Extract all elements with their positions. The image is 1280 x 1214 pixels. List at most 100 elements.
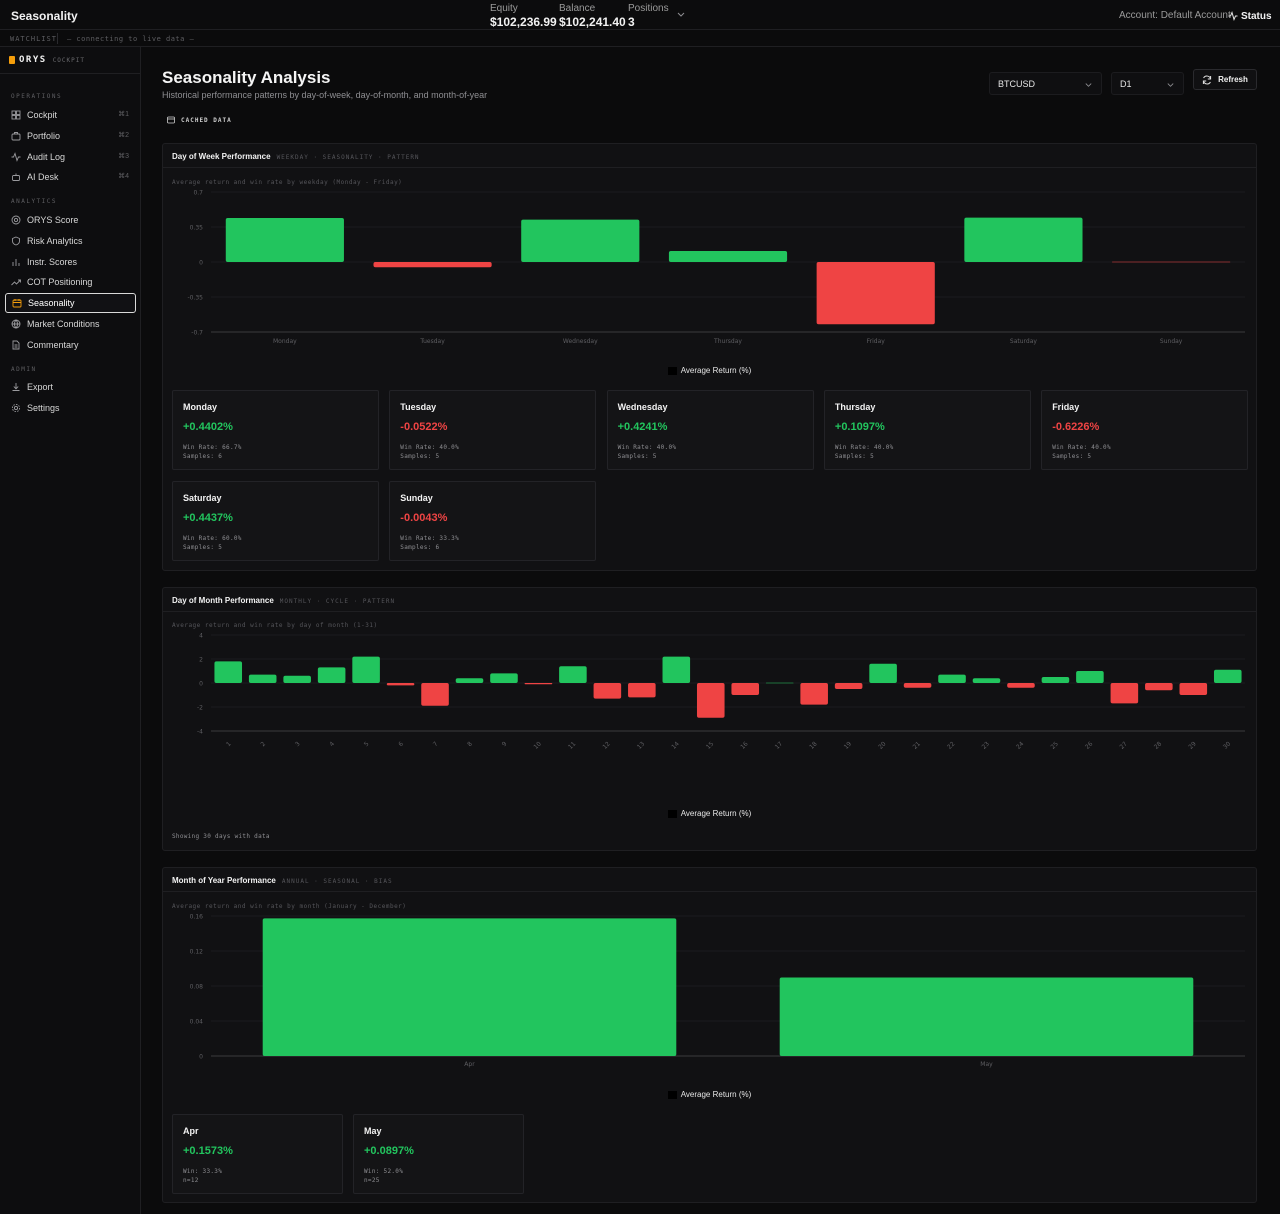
bar-19[interactable] <box>834 683 863 689</box>
card-sample-count: Samples: 5 <box>617 453 657 460</box>
x-tick-label: 11 <box>567 740 577 750</box>
x-tick-label: 8 <box>466 740 474 748</box>
x-tick-label: 20 <box>877 740 887 750</box>
x-tick-label: 9 <box>501 740 509 748</box>
bar-saturday[interactable] <box>964 217 1083 262</box>
bar-sunday[interactable] <box>1112 261 1231 263</box>
bar-15[interactable] <box>696 683 725 718</box>
bar-5[interactable] <box>352 656 380 683</box>
bar-16[interactable] <box>731 683 760 695</box>
dow-panel: Day of Week Performance WEEKDAY · SEASONA… <box>162 143 1257 571</box>
bar-8[interactable] <box>455 678 484 683</box>
sidebar-item-label: Settings <box>27 402 60 413</box>
x-tick-label: 6 <box>397 740 405 748</box>
sidebar-item-orys-score[interactable]: ORYS Score <box>5 210 136 230</box>
watchlist-divider <box>57 33 58 44</box>
bar-22[interactable] <box>938 674 966 683</box>
sidebar-item-cockpit[interactable]: Cockpit ⌘1 <box>5 105 136 125</box>
chevron-down-icon[interactable] <box>676 9 686 19</box>
bar-11[interactable] <box>559 666 587 683</box>
sidebar-item-audit-log[interactable]: Audit Log ⌘3 <box>5 147 136 167</box>
dom-panel-header: Day of Month Performance MONTHLY · CYCLE … <box>163 588 1256 612</box>
shield-icon <box>11 236 21 246</box>
bar-25[interactable] <box>1041 677 1070 683</box>
brand-divider <box>0 73 141 74</box>
x-tick-label: Friday <box>867 338 886 345</box>
bar-10[interactable] <box>524 683 553 685</box>
bar-12[interactable] <box>593 683 622 699</box>
bar-21[interactable] <box>903 683 932 688</box>
x-tick-label: 14 <box>670 740 680 750</box>
refresh-icon <box>1202 75 1212 84</box>
refresh-button[interactable]: Refresh <box>1193 69 1257 90</box>
status-button[interactable]: Status <box>1228 8 1272 24</box>
bar-29[interactable] <box>1179 683 1208 695</box>
database-icon <box>167 116 175 124</box>
x-tick-label: Tuesday <box>419 338 445 345</box>
bar-2[interactable] <box>248 674 277 683</box>
bar-30[interactable] <box>1213 669 1242 683</box>
timeframe-select[interactable]: D1 <box>1111 72 1184 95</box>
sidebar-item-settings[interactable]: Settings <box>5 398 136 418</box>
bar-28[interactable] <box>1145 683 1173 691</box>
card-return-value: -0.6226% <box>1052 421 1100 433</box>
bar-7[interactable] <box>421 683 449 706</box>
card-win-rate: Win Rate: 60.0% <box>183 535 242 542</box>
bar-1[interactable] <box>214 661 243 683</box>
bar-13[interactable] <box>628 683 656 698</box>
account-indicator[interactable]: Account: Default Account <box>1119 10 1231 21</box>
bar-apr[interactable] <box>262 918 677 1056</box>
sidebar-item-seasonality[interactable]: Seasonality <box>5 293 136 314</box>
x-tick-label: 15 <box>705 740 715 750</box>
sidebar-item-cot-positioning[interactable]: COT Positioning <box>5 272 136 292</box>
card-name: May <box>364 1126 382 1136</box>
sidebar-item-market-conditions[interactable]: Market Conditions <box>5 314 136 334</box>
balance-label: Balance <box>559 3 596 14</box>
bar-tuesday[interactable] <box>373 262 492 268</box>
bar-24[interactable] <box>1007 683 1035 688</box>
bar-9[interactable] <box>490 673 518 683</box>
sidebar-item-portfolio[interactable]: Portfolio ⌘2 <box>5 126 136 146</box>
moy-panel-header: Month of Year Performance ANNUAL · SEASON… <box>163 868 1256 892</box>
bar-thursday[interactable] <box>668 251 788 262</box>
sidebar-item-risk-analytics[interactable]: Risk Analytics <box>5 231 136 251</box>
sidebar-item-instr-scores[interactable]: Instr. Scores <box>5 252 136 272</box>
sidebar-item-commentary[interactable]: Commentary <box>5 335 136 355</box>
page-title: Seasonality Analysis <box>162 68 331 87</box>
x-tick-label: 27 <box>1118 740 1128 750</box>
bar-may[interactable] <box>779 977 1194 1056</box>
sidebar-item-ai-desk[interactable]: AI Desk ⌘4 <box>5 167 136 187</box>
bar-4[interactable] <box>317 667 346 683</box>
shortcut-hint: ⌘2 <box>118 131 129 139</box>
activity-icon <box>1228 11 1238 21</box>
bar-23[interactable] <box>972 678 1001 683</box>
bar-18[interactable] <box>800 683 828 705</box>
y-tick-label: 0 <box>199 681 203 688</box>
briefcase-icon <box>11 131 21 141</box>
bar-27[interactable] <box>1110 683 1139 704</box>
bar-wednesday[interactable] <box>521 219 640 262</box>
bar-chart-icon <box>11 257 21 267</box>
y-tick-label: 0.16 <box>190 914 204 921</box>
positions-metric[interactable]: Positions 3 <box>628 3 669 29</box>
bar-17[interactable] <box>765 682 794 684</box>
bar-20[interactable] <box>869 663 897 683</box>
bar-monday[interactable] <box>225 217 344 262</box>
bar-6[interactable] <box>386 683 415 686</box>
card-win-rate: Win Rate: 40.0% <box>617 444 677 451</box>
timeframe-value: D1 <box>1120 78 1132 89</box>
sidebar-item-label: AI Desk <box>27 172 59 183</box>
bar-14[interactable] <box>662 656 691 683</box>
bar-26[interactable] <box>1076 671 1104 683</box>
symbol-select[interactable]: BTCUSD <box>989 72 1102 95</box>
dow-card-monday: Monday +0.4402% Win Rate: 66.7% Samples: 6 <box>172 390 379 470</box>
brand-logo[interactable]: ORYS COCKPIT <box>9 55 85 65</box>
moy-panel: Month of Year Performance ANNUAL · SEASON… <box>162 867 1257 1203</box>
bar-3[interactable] <box>283 675 311 683</box>
x-tick-label: 18 <box>808 740 818 750</box>
x-tick-label: 21 <box>912 740 922 750</box>
bar-friday[interactable] <box>816 262 935 325</box>
account-name: Default Account <box>1160 10 1231 21</box>
symbol-value: BTCUSD <box>998 78 1036 89</box>
sidebar-item-export[interactable]: Export <box>5 377 136 397</box>
